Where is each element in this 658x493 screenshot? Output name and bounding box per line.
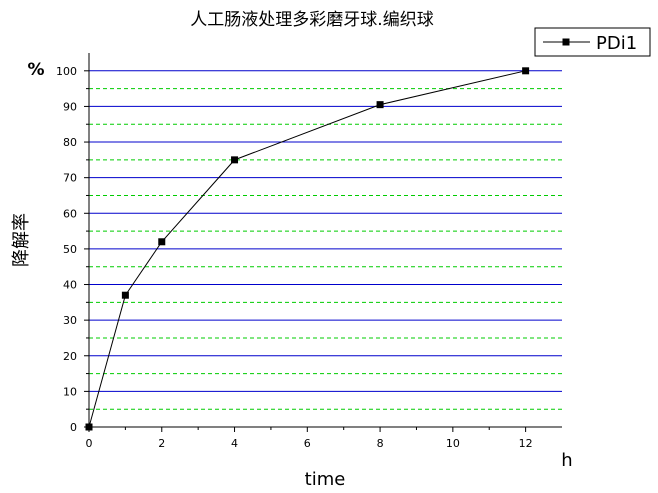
y-tick-label: 80 xyxy=(63,136,77,149)
data-point xyxy=(121,291,129,299)
x-tick-label: 0 xyxy=(86,437,93,450)
y-tick-label: 60 xyxy=(63,207,77,220)
y-unit-label: % xyxy=(27,60,44,80)
x-axis-label: time xyxy=(305,469,346,490)
legend-marker-swatch xyxy=(562,38,570,46)
x-tick-label: 10 xyxy=(446,437,460,450)
x-tick-label: 12 xyxy=(519,437,533,450)
y-tick-label: 30 xyxy=(63,314,77,327)
y-tick-label: 70 xyxy=(63,172,77,185)
x-tick-label: 8 xyxy=(377,437,384,450)
series-points xyxy=(85,67,530,431)
legend: PDi1 xyxy=(534,27,651,57)
y-tick-label: 100 xyxy=(56,65,77,78)
series-line-path xyxy=(88,70,526,428)
x-tick-label: 2 xyxy=(158,437,165,450)
legend-label: PDi1 xyxy=(596,33,637,54)
grid-lines xyxy=(89,70,562,410)
y-tick-label: 90 xyxy=(63,100,77,113)
data-point xyxy=(85,423,93,431)
data-point xyxy=(376,101,384,109)
data-point xyxy=(158,238,166,246)
x-tick-label: 4 xyxy=(231,437,238,450)
y-tick-label: 10 xyxy=(63,385,77,398)
y-tick-label: 50 xyxy=(63,243,77,256)
chart-title: 人工肠液处理多彩磨牙球.编织球 xyxy=(190,10,433,30)
x-tick-label: 6 xyxy=(304,437,311,450)
x-unit-label: h xyxy=(561,450,572,471)
y-tick-label: 40 xyxy=(63,279,77,292)
data-point xyxy=(231,156,239,164)
series-line xyxy=(88,70,526,428)
data-point xyxy=(522,67,530,75)
y-tick-label: 0 xyxy=(70,421,77,434)
y-axis-label: 降解率 xyxy=(11,213,32,267)
axis-ticks: 0 10 20 30 40 50 60 70 80 90 100 0 2 4 6 8 10 12 xyxy=(56,65,533,450)
y-tick-label: 20 xyxy=(63,350,77,363)
